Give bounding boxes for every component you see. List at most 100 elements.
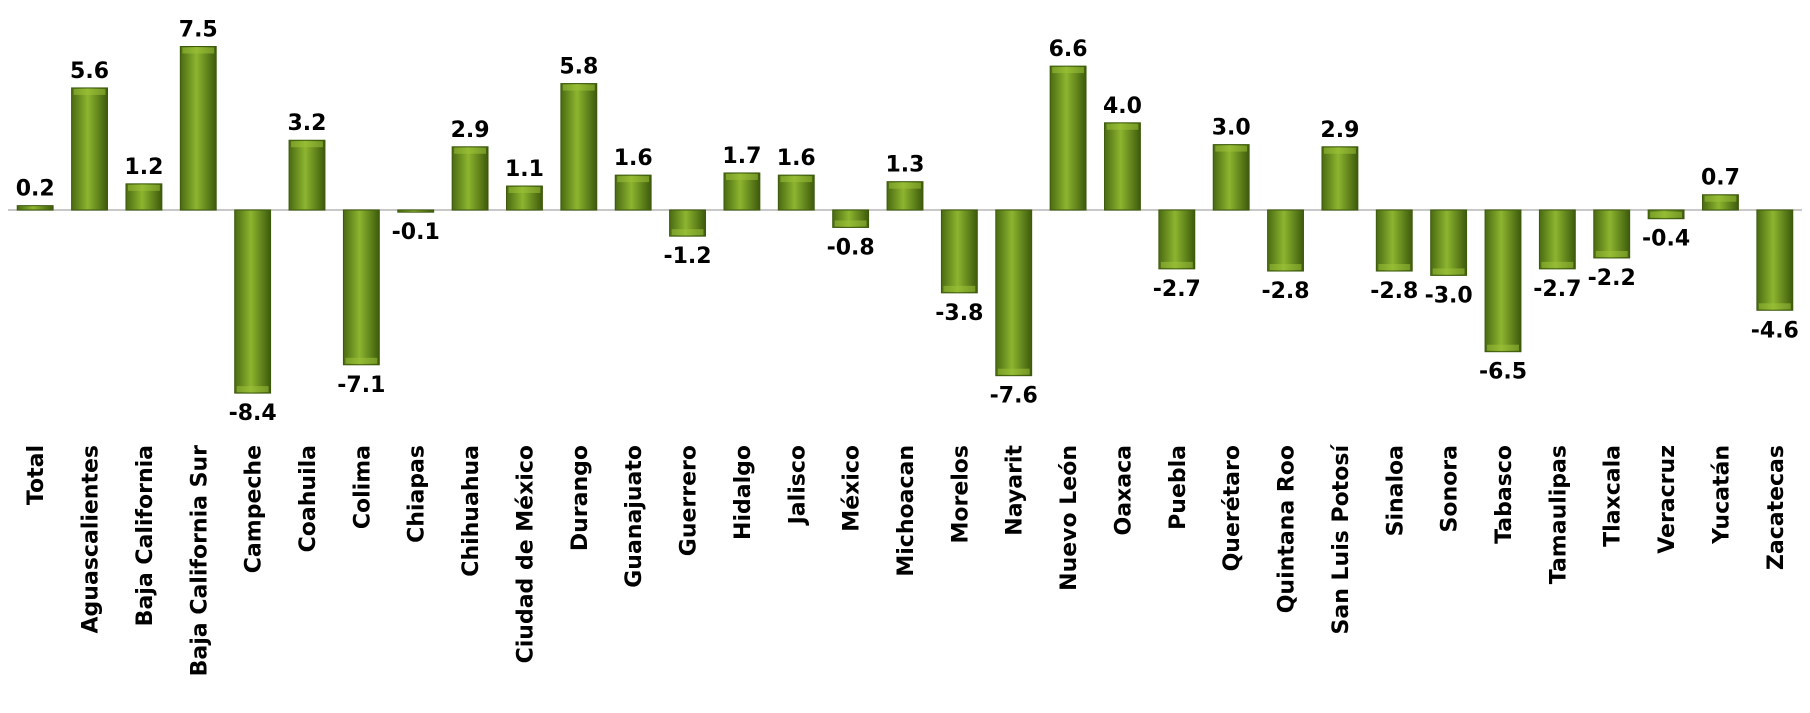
bar-campeche: [234, 209, 272, 394]
bar-bevel-ciudad-de-mexico: [508, 187, 541, 194]
category-label-san-luis-potosi: San Luis Potosí: [1329, 444, 1354, 635]
value-label-coahuila: 3.2: [288, 111, 327, 136]
value-label-durango: 5.8: [559, 55, 598, 80]
value-label-tlaxcala: -2.2: [1588, 266, 1636, 291]
value-label-chihuahua: 2.9: [451, 118, 490, 143]
value-label-veracruz: -0.4: [1642, 227, 1690, 252]
bar-oaxaca: [1104, 122, 1141, 211]
value-label-yucatan: 0.7: [1701, 166, 1740, 191]
bar-colima: [342, 209, 380, 366]
category-label-total: Total: [24, 445, 49, 505]
category-label-baja-california: Baja California: [133, 445, 158, 626]
category-label-oaxaca: Oaxaca: [1111, 445, 1136, 535]
bar-bevel-yucatan: [1704, 195, 1737, 202]
category-label-sonora: Sonora: [1438, 445, 1463, 532]
value-label-morelos: -3.8: [935, 301, 983, 326]
bar-durango: [560, 83, 598, 211]
category-label-baja-california-sur: Baja California Sur: [187, 445, 212, 676]
category-label-morelos: Morelos: [948, 445, 973, 544]
value-label-chiapas: -0.1: [392, 220, 440, 245]
bar-quintana-roo: [1267, 209, 1304, 272]
bar-bevel-sonora: [1432, 268, 1465, 275]
bar-sonora: [1430, 209, 1468, 276]
bar-baja-california-sur: [179, 46, 217, 211]
value-label-baja-california: 1.2: [124, 155, 163, 180]
bar-bevel-tabasco: [1487, 344, 1519, 351]
value-label-tamaulipas: -2.7: [1533, 277, 1581, 302]
category-label-tamaulipas: Tamaulipas: [1546, 445, 1571, 584]
category-label-campeche: Campeche: [242, 445, 267, 573]
bar-bevel-sinaloa: [1378, 264, 1411, 271]
bar-san-luis-potosi: [1321, 146, 1359, 211]
category-label-sinaloa: Sinaloa: [1383, 445, 1408, 536]
category-label-aguascalientes: Aguascalientes: [79, 445, 104, 633]
value-label-quintana-roo: -2.8: [1261, 279, 1309, 304]
value-label-nayarit: -7.6: [990, 384, 1038, 409]
bar-nuevo-leon: [1049, 65, 1087, 211]
bar-bevel-veracruz: [1650, 211, 1683, 218]
bar-bevel-guerrero: [671, 229, 704, 236]
value-label-sinaloa: -2.8: [1370, 279, 1418, 304]
value-label-puebla: -2.7: [1153, 277, 1201, 302]
value-label-zacatecas: -4.6: [1751, 318, 1799, 343]
bar-morelos: [940, 209, 978, 294]
bar-bevel-jalisco: [780, 176, 813, 183]
category-label-tlaxcala: Tlaxcala: [1601, 445, 1626, 547]
value-label-aguascalientes: 5.6: [70, 59, 109, 84]
bar-bevel-aguascalientes: [73, 88, 106, 95]
bar-bevel-quintana-roo: [1269, 264, 1302, 271]
bar-queretaro: [1212, 144, 1250, 211]
bar-bevel-coahuila: [291, 141, 323, 148]
category-label-hidalgo: Hidalgo: [731, 445, 756, 540]
bar-aguascalientes: [71, 87, 108, 211]
category-label-queretaro: Querétaro: [1220, 445, 1245, 571]
category-label-puebla: Puebla: [1166, 445, 1191, 530]
category-label-yucatan: Yucatán: [1709, 445, 1734, 545]
bar-bevel-oaxaca: [1106, 123, 1139, 130]
bar-bevel-tamaulipas: [1541, 261, 1574, 268]
bar-total: [16, 205, 54, 211]
bar-bevel-chihuahua: [454, 147, 487, 154]
value-label-sonora: -3.0: [1425, 283, 1473, 308]
category-label-chiapas: Chiapas: [405, 445, 430, 543]
bar-bevel-tlaxcala: [1595, 250, 1628, 257]
category-label-guanajuato: Guanajuato: [622, 445, 647, 588]
bar-tlaxcala: [1593, 209, 1631, 259]
category-label-veracruz: Veracruz: [1655, 445, 1680, 554]
bar-chihuahua: [451, 146, 489, 211]
category-label-coahuila: Coahuila: [296, 445, 321, 552]
bar-tabasco: [1484, 209, 1522, 353]
value-label-jalisco: 1.6: [777, 146, 816, 171]
bar-bevel-colima: [345, 357, 378, 364]
value-label-hidalgo: 1.7: [722, 144, 761, 169]
category-label-tabasco: Tabasco: [1492, 445, 1517, 544]
category-label-quintana-roo: Quintana Roo: [1275, 445, 1300, 613]
bar-bevel-morelos: [943, 285, 976, 292]
bar-bevel-campeche: [236, 386, 269, 393]
category-label-ciudad-de-mexico: Ciudad de México: [513, 445, 538, 663]
bar-bevel-zacatecas: [1758, 303, 1791, 310]
category-label-michoacan: Michoacan: [894, 445, 919, 577]
category-label-durango: Durango: [568, 445, 593, 551]
bar-bevel-guanajuato: [617, 176, 650, 183]
value-label-ciudad-de-mexico: 1.1: [505, 157, 544, 182]
bar-chiapas: [397, 209, 435, 213]
bar-bevel-michoacan: [889, 182, 921, 189]
category-label-mexico: México: [840, 445, 865, 532]
bar-puebla: [1158, 209, 1196, 270]
category-label-colima: Colima: [350, 445, 375, 529]
value-label-guanajuato: 1.6: [614, 146, 653, 171]
value-label-baja-california-sur: 7.5: [179, 18, 218, 43]
value-label-michoacan: 1.3: [886, 153, 925, 178]
category-label-nuevo-leon: Nuevo León: [1057, 445, 1082, 591]
value-label-queretaro: 3.0: [1212, 116, 1251, 141]
value-label-tabasco: -6.5: [1479, 360, 1527, 385]
bar-bevel-durango: [562, 84, 595, 91]
bar-bevel-san-luis-potosi: [1323, 147, 1356, 154]
category-label-chihuahua: Chihuahua: [459, 445, 484, 577]
value-label-mexico: -0.8: [827, 235, 875, 260]
category-label-nayarit: Nayarit: [1003, 445, 1028, 536]
bar-bevel-baja-california-sur: [182, 47, 215, 54]
bar-nayarit: [995, 209, 1033, 377]
